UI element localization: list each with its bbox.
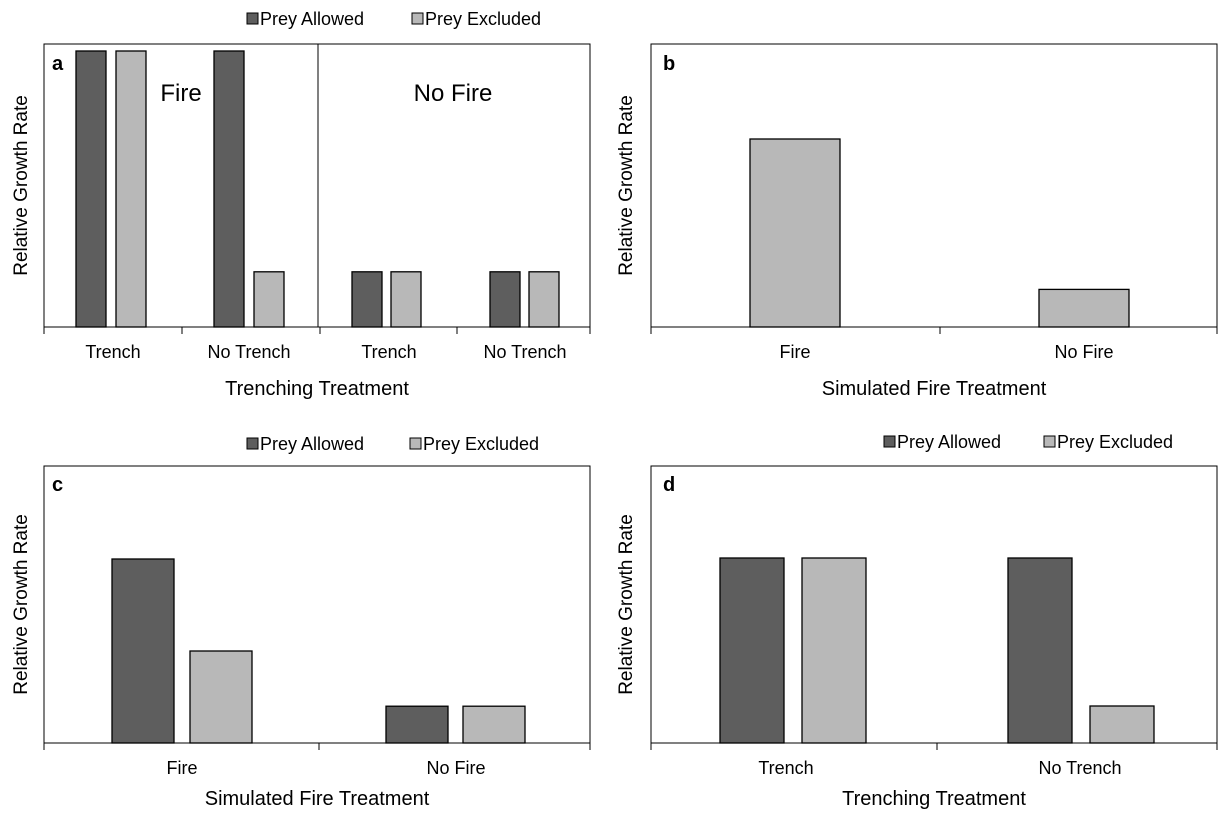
bar-series-1 — [719, 557, 785, 744]
panel-b: b Relative Growth Rate Simulated Fire Trea… — [616, 43, 1218, 400]
legend-label-prey-excluded: Prey Excluded — [425, 9, 541, 29]
x-tick-label: Trench — [361, 342, 416, 362]
plot-frame — [650, 43, 1218, 328]
legend-swatch-prey-allowed — [883, 435, 896, 448]
legend-label-prey-allowed: Prey Allowed — [260, 434, 364, 454]
legend-label-prey-excluded: Prey Excluded — [423, 434, 539, 454]
legend: Prey Allowed Prey Excluded — [246, 434, 539, 454]
legend-swatch-prey-allowed — [246, 437, 259, 450]
bar-series-2 — [189, 650, 253, 744]
bar-series-2 — [462, 705, 526, 744]
bar-series-2 — [253, 271, 285, 328]
bar-series-2 — [115, 50, 147, 328]
x-tick-label: No Trench — [207, 342, 290, 362]
bar-series-2 — [801, 557, 867, 744]
panel-label: b — [663, 53, 675, 75]
plot-frame — [43, 465, 591, 744]
x-axis-label: Trenching Treatment — [225, 378, 409, 400]
legend-swatch-prey-excluded — [411, 12, 424, 25]
group-label: Fire — [160, 80, 201, 107]
y-axis-label: Relative Growth Rate — [11, 95, 32, 276]
bar-series-1 — [489, 271, 521, 328]
legend-label-prey-allowed: Prey Allowed — [897, 432, 1001, 452]
panel-a: a Relative Growth Rate Trenching Treatment… — [11, 9, 591, 400]
panel-c: c Relative Growth Rate Simulated Fire Trea… — [11, 434, 591, 810]
bar-series-1 — [1007, 557, 1073, 744]
panel-label: a — [52, 53, 64, 75]
bar-series-1 — [1038, 288, 1130, 328]
x-tick-label: Fire — [167, 758, 198, 778]
bar-series-1 — [75, 50, 107, 328]
bar-series-1 — [351, 271, 383, 328]
bar-series-1 — [749, 138, 841, 328]
bar-series-2 — [1089, 705, 1155, 744]
x-tick-label: No Fire — [1054, 342, 1113, 362]
bar-series-1 — [385, 705, 449, 744]
legend-swatch-prey-excluded — [409, 437, 422, 450]
x-axis-label: Trenching Treatment — [842, 788, 1026, 810]
group-label: No Fire — [414, 80, 493, 107]
legend: Prey Allowed Prey Excluded — [246, 9, 541, 29]
bar-series-1 — [111, 558, 175, 744]
x-axis-label: Simulated Fire Treatment — [205, 788, 430, 810]
x-axis-label: Simulated Fire Treatment — [822, 378, 1047, 400]
panel-d: d Relative Growth Rate Trenching Treatment… — [616, 432, 1218, 810]
x-tick-label: Trench — [758, 758, 813, 778]
bar-series-2 — [390, 271, 422, 328]
panel-label: d — [663, 474, 675, 496]
y-axis-label: Relative Growth Rate — [11, 514, 32, 695]
y-axis-label: Relative Growth Rate — [616, 95, 637, 276]
panel-label: c — [52, 474, 63, 496]
plot-frame — [650, 465, 1218, 744]
legend-swatch-prey-allowed — [246, 12, 259, 25]
legend: Prey Allowed Prey Excluded — [883, 432, 1173, 452]
x-tick-label: Fire — [780, 342, 811, 362]
x-tick-label: No Fire — [426, 758, 485, 778]
bar-series-2 — [528, 271, 560, 328]
plot-frame — [43, 43, 591, 328]
x-tick-label: Trench — [85, 342, 140, 362]
x-tick-label: No Trench — [483, 342, 566, 362]
bar-series-1 — [213, 50, 245, 328]
legend-label-prey-excluded: Prey Excluded — [1057, 432, 1173, 452]
x-tick-label: No Trench — [1038, 758, 1121, 778]
legend-swatch-prey-excluded — [1043, 435, 1056, 448]
y-axis-label: Relative Growth Rate — [616, 514, 637, 695]
legend-label-prey-allowed: Prey Allowed — [260, 9, 364, 29]
